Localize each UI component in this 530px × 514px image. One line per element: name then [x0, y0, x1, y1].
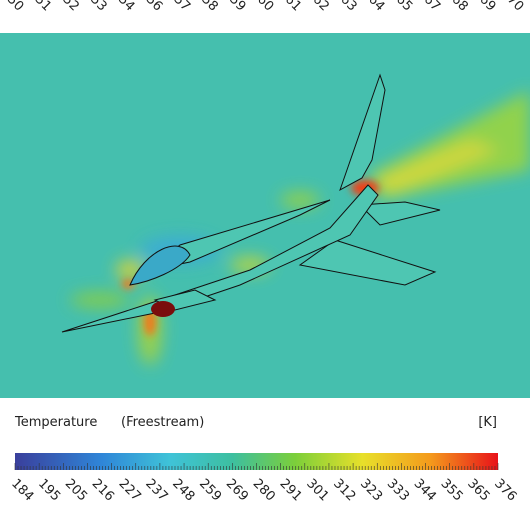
colorbar-label: 216: [89, 476, 117, 504]
top-colorbar-labels: 350 351 352 353 354 356 357 358 359 360 361 362 363 3…: [0, 0, 526, 14]
top-colorbar-label: 359: [220, 0, 248, 14]
top-colorbar-label: 365: [387, 0, 415, 14]
legend-unit: [K]: [478, 415, 497, 430]
colorbar-label: 237: [142, 476, 170, 504]
top-colorbar-label: 353: [82, 0, 110, 14]
top-colorbar-label: 362: [304, 0, 332, 14]
colorbar-labels: 1841952052162272372482592692802913013123…: [8, 476, 519, 504]
colorbar-label: 376: [491, 476, 519, 504]
top-colorbar-label: 350: [0, 0, 26, 14]
top-colorbar-label: 364: [359, 0, 387, 14]
top-colorbar-label: 354: [109, 0, 137, 14]
colorbar-label: 323: [357, 476, 385, 504]
top-colorbar-label: 351: [26, 0, 54, 14]
colorbar-label: 205: [62, 476, 90, 504]
top-colorbar-label: 357: [165, 0, 193, 14]
top-colorbar-label: 367: [415, 0, 443, 14]
colorbar-label: 312: [330, 476, 358, 504]
colorbar-label: 291: [277, 476, 305, 504]
colorbar-label: 344: [411, 476, 439, 504]
colorbar-label: 355: [438, 476, 466, 504]
colorbar-label: 184: [8, 476, 36, 504]
colorbar-label: 195: [35, 476, 63, 504]
colorbar-label: 280: [250, 476, 278, 504]
colorbar-label: 333: [384, 476, 412, 504]
top-colorbar-label: 356: [137, 0, 165, 14]
top-colorbar-label: 361: [276, 0, 304, 14]
top-colorbar-label: 369: [470, 0, 498, 14]
top-colorbar-label: 352: [54, 0, 82, 14]
colorbar-label: 365: [464, 476, 492, 504]
top-colorbar-label: 358: [193, 0, 221, 14]
top-colorbar-label: 370: [498, 0, 526, 14]
colorbar-label: 259: [196, 476, 224, 504]
top-colorbar-label: 363: [332, 0, 360, 14]
top-colorbar-label: 368: [443, 0, 471, 14]
colorbar-label: 248: [169, 476, 197, 504]
colorbar-label: 269: [223, 476, 251, 504]
legend-title: Temperature: [14, 415, 97, 430]
colorbar-label: 301: [303, 476, 331, 504]
colorbar-label: 227: [116, 476, 144, 504]
top-colorbar-label: 360: [248, 0, 276, 14]
colorbar-ticks: [14, 463, 499, 470]
legend-qualifier: (Freestream): [121, 415, 204, 430]
temperature-field: [0, 33, 530, 398]
